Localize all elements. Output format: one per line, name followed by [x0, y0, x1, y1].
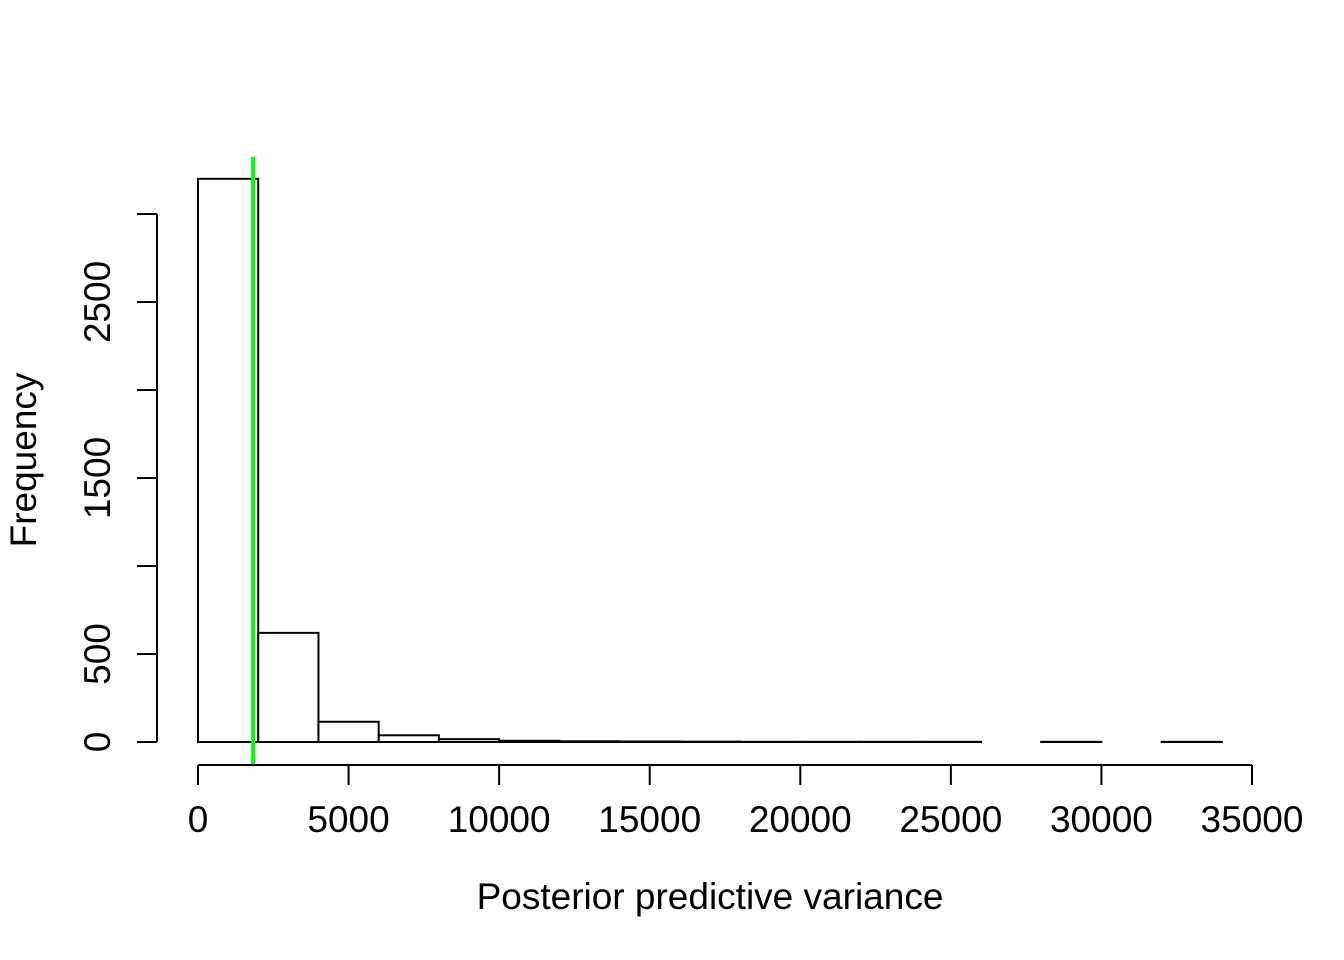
histogram-bar — [558, 740, 621, 744]
x-tick-label: 15000 — [598, 799, 701, 840]
histogram-bar — [317, 720, 380, 744]
histogram-bar — [377, 734, 440, 744]
histogram-bars — [197, 177, 1223, 744]
x-tick-label: 20000 — [749, 799, 852, 840]
y-axis-title: Frequency — [3, 372, 44, 547]
x-tick-label: 5000 — [307, 799, 389, 840]
histogram-bar — [437, 738, 501, 744]
x-tick-label: 10000 — [448, 799, 551, 840]
x-tick-label: 30000 — [1050, 799, 1153, 840]
x-tick-label: 25000 — [899, 799, 1002, 840]
x-axis: 0 5000 10000 15000 20000 25000 30000 35000 — [188, 764, 1304, 840]
y-tick-label: 2500 — [77, 261, 118, 343]
x-tick-label: 0 — [188, 799, 209, 840]
y-tick-label: 0 — [77, 732, 118, 753]
x-axis-title: Posterior predictive variance — [477, 876, 944, 917]
y-tick-label: 1500 — [77, 437, 118, 519]
histogram-bar — [257, 631, 320, 744]
x-tick-label: 35000 — [1201, 799, 1304, 840]
y-axis: 0 500 1500 2500 — [77, 213, 158, 753]
y-tick-label: 500 — [77, 623, 118, 685]
histogram-bar — [197, 177, 260, 744]
histogram-bar — [498, 739, 561, 744]
histogram-bar — [618, 740, 681, 743]
